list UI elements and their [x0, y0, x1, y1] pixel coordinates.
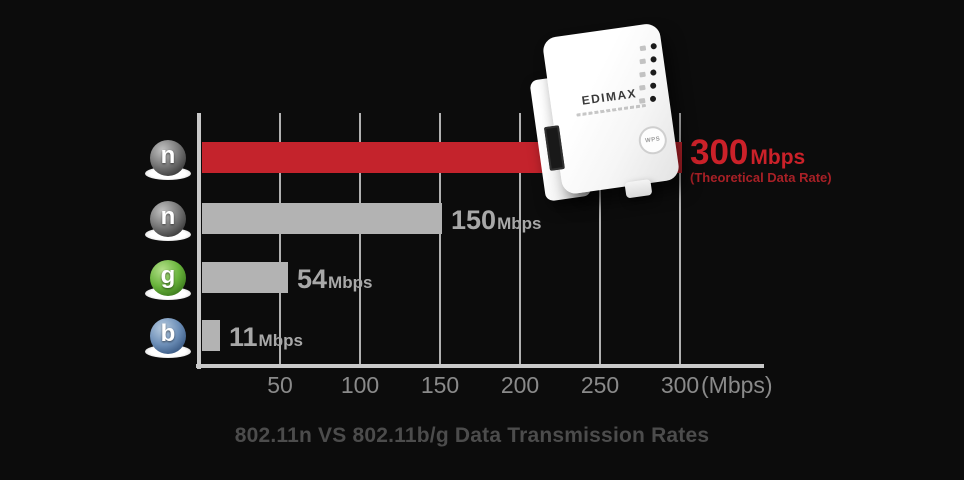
sphere-letter: n — [160, 202, 176, 230]
data-bar-54mbps — [202, 262, 288, 293]
value-number: 300 — [690, 133, 749, 172]
standard-sphere-icon-g: g — [150, 259, 186, 296]
wps-button: WPS — [636, 124, 669, 157]
sphere-letter: n — [160, 141, 176, 169]
value-unit: Mbps — [328, 273, 373, 292]
gridline-100 — [359, 113, 361, 366]
led-indicator — [639, 56, 657, 64]
standard-sphere-icon-n: n — [150, 200, 186, 237]
value-number: 54 — [297, 264, 328, 294]
device-brand-logo: EDIMAX — [580, 86, 638, 108]
value-label-150: 150 Mbps — [451, 205, 541, 236]
led-light — [650, 42, 658, 50]
standard-sphere-icon-b: b — [150, 317, 186, 354]
x-tick-label: 50 — [267, 372, 293, 398]
led-indicator — [639, 69, 657, 77]
led-status-icon — [639, 58, 646, 64]
row-icon-n: n — [145, 200, 191, 247]
wifi-extender-product-image: EDIMAX WPS — [523, 12, 698, 219]
row-icon-b: b — [145, 317, 191, 364]
chart-title: 802.11n VS 802.11b/g Data Transmission R… — [234, 424, 710, 447]
x-axis-unit-label: (Mbps) — [701, 372, 773, 398]
led-status-icon — [639, 71, 646, 77]
standard-sphere-icon-n: n — [150, 139, 186, 176]
gridline-200 — [519, 113, 521, 366]
value-number: 150 — [451, 205, 497, 235]
x-tick-label: 200 — [500, 372, 540, 398]
gridline-50 — [279, 113, 281, 366]
value-number: 11 — [229, 322, 258, 352]
gridline-250 — [599, 113, 601, 366]
theoretical-rate-annotation: (Theoretical Data Rate) — [690, 170, 832, 185]
led-indicator — [639, 42, 658, 51]
value-label-54: 54 Mbps — [297, 264, 372, 295]
value-label-300: 300 Mbps (Theoretical Data Rate) — [690, 133, 832, 185]
device-bottom-tab — [624, 179, 653, 199]
sphere-letter: b — [160, 319, 176, 347]
x-tick-label: 150 — [420, 372, 460, 398]
device-body: EDIMAX WPS — [541, 22, 681, 196]
sphere-letter: g — [160, 261, 176, 289]
led-light — [649, 69, 657, 76]
x-tick-label: 100 — [340, 372, 380, 398]
gridline-300 — [679, 113, 681, 366]
x-tick-label: 300 — [660, 372, 700, 398]
value-unit: Mbps — [750, 146, 806, 169]
data-bar-11mbps — [202, 320, 220, 351]
x-axis-line — [196, 364, 764, 368]
data-bar-150mbps — [202, 203, 442, 234]
row-icon-g: g — [145, 259, 191, 306]
row-icon-n: n — [145, 139, 191, 186]
y-axis-line — [197, 113, 201, 369]
value-unit: Mbps — [258, 331, 303, 350]
gridline-150 — [439, 113, 441, 366]
value-unit: Mbps — [497, 214, 542, 233]
value-label-11: 11 Mbps — [229, 322, 303, 353]
value-text: 300 Mbps — [690, 133, 805, 173]
x-tick-label: 250 — [580, 372, 620, 398]
led-status-icon — [639, 44, 647, 51]
led-light — [650, 56, 657, 63]
